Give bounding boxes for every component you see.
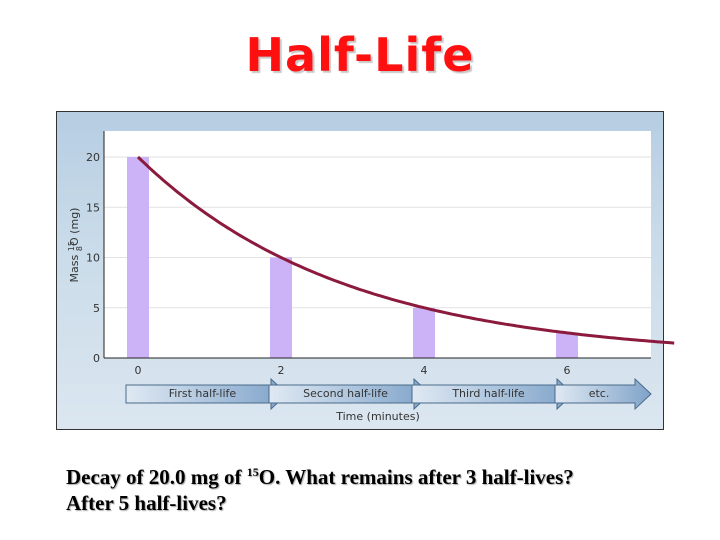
x-tick: 6: [564, 364, 571, 377]
bar: [270, 257, 292, 358]
bar: [413, 307, 435, 358]
caption-line2: After 5 half-lives?: [66, 491, 227, 515]
y-tick: 0: [93, 352, 100, 365]
x-tick: 4: [421, 364, 428, 377]
half-life-arrows: First half-life Second half-life Third hal…: [125, 377, 652, 411]
caption-line1-start: Decay of 20.0 mg of: [66, 465, 247, 489]
half-life-label: Third half-life: [451, 387, 525, 400]
x-axis-label: Time (minutes): [335, 410, 420, 423]
y-tick: 10: [86, 252, 100, 265]
y-tick: 5: [93, 302, 100, 315]
half-life-arrow: [554, 377, 652, 411]
x-tick: 0: [135, 364, 142, 377]
y-axis-label: Mass 158O (mg): [67, 208, 84, 283]
decay-curve: [136, 155, 675, 345]
half-life-label: Second half-life: [303, 387, 388, 400]
y-tick-labels: 0 5 10 15 20: [86, 151, 100, 365]
x-tick: 2: [278, 364, 285, 377]
question-caption: Decay of 20.0 mg of 15O. What remains af…: [66, 459, 574, 516]
caption-line1-end: O. What remains after 3 half-lives?: [258, 465, 574, 489]
bar: [556, 332, 578, 358]
bar: [127, 157, 149, 358]
y-tick: 15: [86, 201, 100, 214]
half-life-label: etc.: [589, 387, 610, 400]
y-tick: 20: [86, 151, 100, 164]
isotope-mass-number: 15: [246, 465, 259, 479]
slide-title: Half-Life: [245, 28, 475, 82]
half-life-label: First half-life: [169, 387, 237, 400]
x-tick-labels: 0 2 4 6: [135, 364, 571, 377]
bars: [127, 157, 578, 358]
plot-area: [104, 131, 651, 358]
